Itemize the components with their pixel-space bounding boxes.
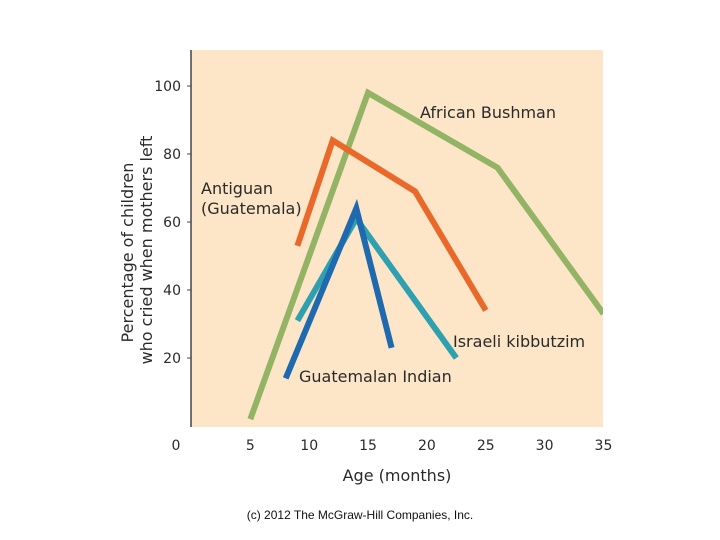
x-tick-0: 0 — [172, 438, 181, 454]
y-tick-20: 20 — [163, 351, 181, 367]
y-tick-60: 60 — [163, 215, 181, 231]
series-label-guatemalan-indian: Guatemalan Indian — [299, 367, 452, 386]
series-label-african-bushman: African Bushman — [420, 103, 556, 122]
copyright-notice: (c) 2012 The McGraw-Hill Companies, Inc. — [246, 508, 474, 522]
x-axis-title: Age (months) — [343, 466, 452, 485]
x-tick-10: 10 — [300, 438, 318, 454]
y-tick-100: 100 — [154, 79, 181, 95]
series-label-antiguan-line-1: Antiguan — [201, 179, 273, 198]
series-label-antiguan-line-2: (Guatemala) — [201, 199, 302, 218]
y-tick-80: 80 — [163, 147, 181, 163]
x-tick-labels: 0 5 10 15 20 25 30 35 — [172, 438, 613, 454]
x-tick-25: 25 — [477, 438, 495, 454]
series-line-african-bushman — [247, 88, 603, 421]
y-axis-title-line-1: Percentage of children — [118, 163, 137, 343]
y-axis-title: Percentage of children who cried when mo… — [118, 136, 156, 365]
x-tick-15: 15 — [359, 438, 377, 454]
series-labels: African Bushman Antiguan (Guatemala) Isr… — [201, 103, 585, 386]
x-tick-20: 20 — [418, 438, 436, 454]
x-tick-5: 5 — [246, 438, 255, 454]
series-line-guatemalan-indian — [282, 198, 395, 380]
y-tick-labels: 20 40 60 80 100 — [154, 79, 191, 367]
x-tick-35: 35 — [595, 438, 613, 454]
series-label-israeli-kibbutzim: Israeli kibbutzim — [453, 332, 585, 351]
y-tick-40: 40 — [163, 283, 181, 299]
series-lines — [247, 88, 603, 421]
y-axis-title-line-2: who cried when mothers left — [137, 136, 156, 365]
series-line-antiguan-guatemala — [294, 135, 489, 312]
x-tick-30: 30 — [536, 438, 554, 454]
